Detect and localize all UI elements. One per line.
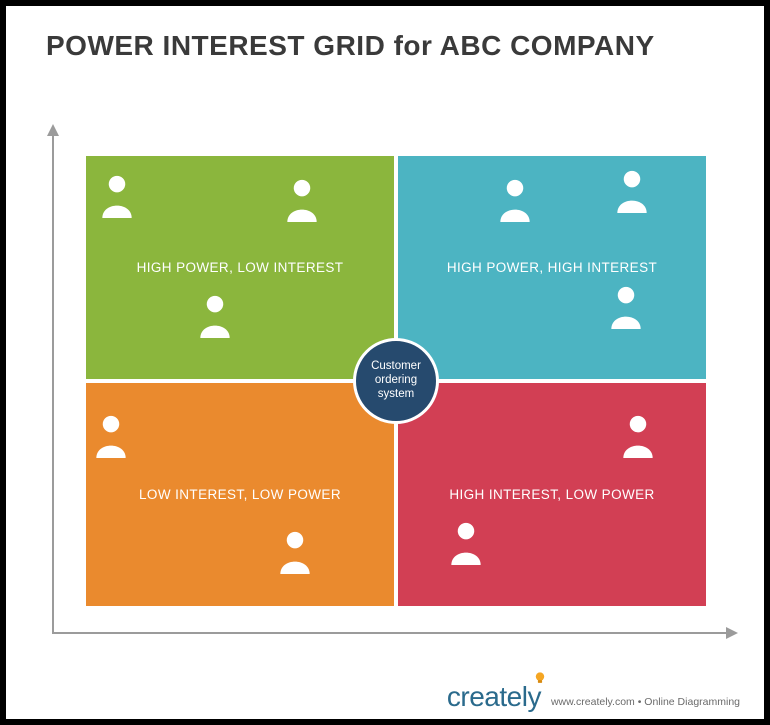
person-icon [607, 285, 645, 329]
person-icon [447, 521, 485, 565]
y-axis [52, 126, 54, 634]
person-icon [283, 178, 321, 222]
quadrant-label: HIGH INTEREST, LOW POWER [449, 487, 654, 502]
person-icon [196, 294, 234, 338]
quadrant-label: HIGH POWER, LOW INTEREST [137, 260, 344, 275]
quadrant-top-left: HIGH POWER, LOW INTEREST [86, 156, 394, 379]
center-label: Customer ordering system [362, 360, 430, 401]
quadrant-top-right: HIGH POWER, HIGH INTEREST [398, 156, 706, 379]
quadrant-grid: HIGH POWER, LOW INTEREST HIGH POWER, HIG… [86, 156, 706, 606]
creately-logo: creately [447, 683, 541, 711]
quadrant-bottom-left: LOW INTEREST, LOW POWER [86, 383, 394, 606]
person-icon [92, 414, 130, 458]
diagram-frame: POWER INTEREST GRID for ABC COMPANY HIGH… [0, 0, 770, 725]
quadrant-label: HIGH POWER, HIGH INTEREST [447, 260, 657, 275]
center-badge: Customer ordering system [353, 338, 439, 424]
footer-tagline: www.creately.com • Online Diagramming [551, 696, 740, 711]
person-icon [276, 530, 314, 574]
x-axis [52, 632, 736, 634]
person-icon [496, 178, 534, 222]
quadrant-bottom-right: HIGH INTEREST, LOW POWER [398, 383, 706, 606]
lightbulb-icon [533, 671, 547, 685]
footer: creately www.creately.com • Online Diagr… [447, 683, 740, 711]
person-icon [98, 174, 136, 218]
person-icon [613, 169, 651, 213]
quadrant-label: LOW INTEREST, LOW POWER [139, 487, 341, 502]
chart-area: HIGH POWER, LOW INTEREST HIGH POWER, HIG… [46, 126, 736, 656]
logo-text: creately [447, 681, 541, 712]
person-icon [619, 414, 657, 458]
diagram-title: POWER INTEREST GRID for ABC COMPANY [46, 28, 724, 63]
